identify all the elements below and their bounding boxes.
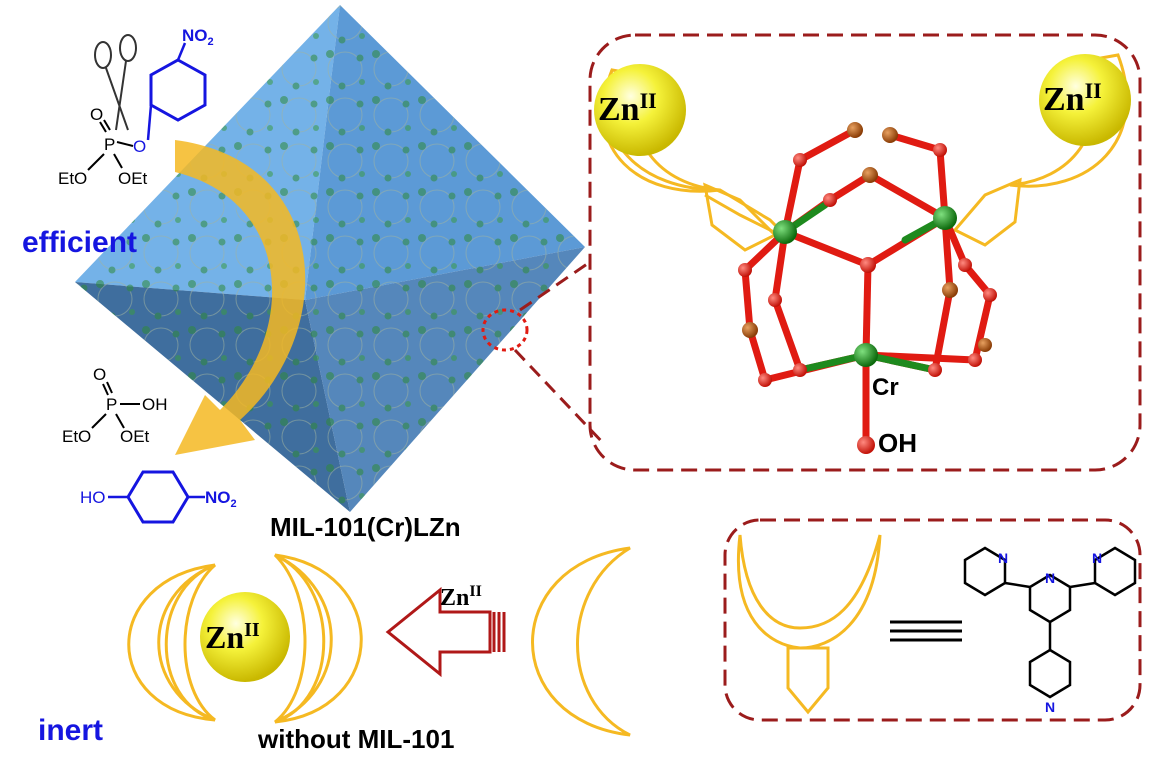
product-ethoxy-left: EtO bbox=[62, 427, 91, 446]
zinc-label: ZnII bbox=[440, 583, 482, 611]
ligand-zn-right: ZnII bbox=[952, 53, 1131, 247]
nitrophenol-structure: HO NO2 bbox=[80, 470, 237, 524]
zinc-label: ZnII bbox=[205, 619, 260, 655]
cr3o-cluster bbox=[738, 122, 997, 454]
phosphorus-label: P bbox=[104, 135, 115, 154]
svg-text:N: N bbox=[1045, 570, 1055, 586]
zinc-label: ZnII bbox=[1043, 78, 1102, 118]
scissors-icon bbox=[94, 34, 137, 131]
phosphoryl-oxygen-label: O bbox=[90, 105, 103, 124]
product-ethoxy-right: OEt bbox=[120, 427, 150, 446]
product-hydroxyl: OH bbox=[142, 395, 168, 414]
free-ligand bbox=[531, 546, 631, 737]
paraoxon-structure: NO2 O P O EtO OEt bbox=[58, 26, 214, 188]
ligand-legend-box bbox=[723, 518, 1142, 722]
mof-name-label: MIL-101(Cr)LZn bbox=[270, 512, 461, 542]
chromium-label: Cr bbox=[872, 374, 899, 401]
zinc-ion bbox=[1039, 54, 1131, 146]
phenol-hydroxyl: HO bbox=[80, 488, 106, 507]
inert-label: inert bbox=[38, 714, 103, 747]
no2-label: NO2 bbox=[182, 26, 214, 48]
oxygen-atoms bbox=[738, 143, 997, 454]
phenol-no2: NO2 bbox=[205, 488, 237, 510]
ethoxy-left-label: EtO bbox=[58, 169, 87, 188]
reaction-arrow bbox=[175, 140, 306, 455]
zn-bis-ligand-complex bbox=[127, 553, 363, 724]
zinc-label: ZnII bbox=[598, 88, 657, 128]
ligand-zn-left: ZnII bbox=[594, 64, 792, 252]
ester-oxygen-label: O bbox=[133, 137, 146, 156]
terpyridine-structure bbox=[963, 546, 1137, 699]
zinc-ion bbox=[200, 592, 290, 682]
chromium-atoms bbox=[773, 206, 957, 367]
zinc-ion bbox=[594, 64, 686, 156]
zoom-region-circle bbox=[481, 308, 529, 352]
mof-framework-texture bbox=[75, 5, 585, 512]
cluster-zoom-box bbox=[588, 33, 1142, 472]
efficient-label: efficient bbox=[22, 226, 137, 259]
equivalent-sign bbox=[890, 620, 962, 642]
without-mil101-label: without MIL-101 bbox=[257, 724, 454, 754]
product-phosphorus: P bbox=[106, 395, 117, 414]
product-phosphoryl-oxygen: O bbox=[93, 365, 106, 384]
svg-text:N: N bbox=[1092, 550, 1102, 566]
carbon-atoms bbox=[742, 122, 992, 352]
ligand-symbol bbox=[737, 534, 882, 715]
diethyl-phosphate-structure: O P OH EtO OEt bbox=[62, 365, 168, 446]
svg-text:N: N bbox=[998, 550, 1008, 566]
svg-text:N: N bbox=[1045, 699, 1055, 715]
zoom-line-top bbox=[519, 260, 591, 312]
zn-addition-arrow: ZnII bbox=[385, 583, 506, 678]
hydroxide-label: OH bbox=[878, 428, 917, 458]
nitrogen-labels: N N N N bbox=[998, 550, 1102, 715]
ethoxy-right-label: OEt bbox=[118, 169, 148, 188]
